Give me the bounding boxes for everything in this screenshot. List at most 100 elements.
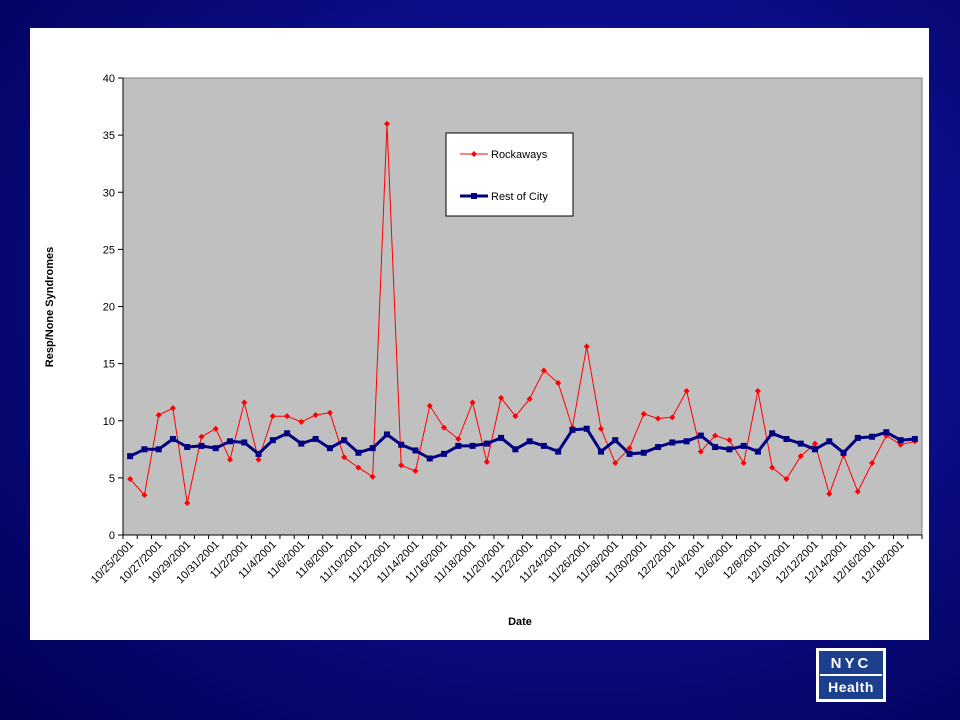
y-tick-label: 5 [109,473,115,485]
x-axis-title: Date [508,616,532,628]
data-point-rockaways [726,437,733,444]
data-point-rest-of-city [312,436,319,443]
data-point-rest-of-city [469,442,476,449]
data-point-rest-of-city [227,438,234,445]
data-point-rockaways [298,418,305,425]
data-point-rest-of-city [198,442,205,449]
data-point-rockaways [284,413,291,420]
data-point-rest-of-city [127,453,134,460]
data-point-rest-of-city [869,433,876,440]
x-axis-ticks: 10/25/200110/27/200110/29/200110/31/2001… [89,535,923,586]
data-point-rest-of-city [697,432,704,439]
data-point-rockaways [612,460,619,467]
data-point-rockaways [255,456,262,463]
y-axis-ticks: 0 5 10 15 20 25 30 35 40 [103,73,123,542]
data-point-rockaways [426,402,433,409]
data-point-rockaways [769,464,776,471]
data-point-rest-of-city [640,449,647,456]
data-point-rockaways [826,490,833,497]
data-point-rest-of-city [826,438,833,445]
data-point-rest-of-city [854,434,861,441]
data-point-rockaways [498,394,505,401]
data-point-rest-of-city [683,438,690,445]
legend-box [445,132,574,217]
chart-panel: 0 5 10 15 20 25 30 35 40 10/25/2001 10/27/2001 10/… [30,28,929,640]
data-point-rest-of-city [797,440,804,447]
data-point-rockaways [512,413,519,420]
data-point-rest-of-city [383,431,390,438]
data-point-rockaways [869,460,876,467]
logo-badge: NYC Health [819,651,883,699]
data-point-rockaways [783,476,790,483]
data-point-rest-of-city [897,437,904,444]
legend-label-rockaways: Rockaways [491,149,548,161]
logo-top-text: NYC [820,652,882,676]
data-point-rest-of-city [783,436,790,443]
data-point-rockaways [355,464,362,471]
data-point-rockaways [655,415,662,422]
data-point-rest-of-city [669,439,676,446]
y-axis-title: Resp/None Syndromes [44,247,56,367]
y-tick-label: 40 [103,73,115,85]
data-point-rest-of-city [184,444,191,451]
data-point-rockaways [797,453,804,460]
data-point-rest-of-city [498,434,505,441]
data-point-rockaways [697,448,704,455]
data-point-rockaways [212,425,219,432]
data-point-rockaways [897,441,904,448]
data-point-rockaways [269,413,276,420]
legend-label-rest-of-city: Rest of City [491,191,548,203]
data-point-rest-of-city [911,436,918,443]
data-point-rest-of-city [555,448,562,455]
data-point-rest-of-city [155,446,162,453]
data-point-rockaways [184,500,191,507]
data-point-rest-of-city [526,438,533,445]
data-point-rockaways [169,405,176,412]
y-tick-label: 35 [103,130,115,142]
data-point-rockaways [483,458,490,465]
data-point-rockaways [854,488,861,495]
data-point-rockaways [398,462,405,469]
data-point-rest-of-city [412,447,419,454]
legend-marker-rest-of-city [471,193,477,199]
data-point-rockaways [583,343,590,350]
y-tick-label: 20 [103,302,115,314]
y-tick-label: 0 [109,530,115,542]
data-point-rest-of-city [740,442,747,449]
data-point-rockaways [155,412,162,419]
data-point-rest-of-city [455,442,462,449]
data-point-rest-of-city [626,450,633,457]
y-tick-label: 10 [103,416,115,428]
data-point-rest-of-city [726,446,733,453]
data-point-rockaways [141,492,148,499]
data-point-rest-of-city [540,442,547,449]
data-point-rockaways [412,468,419,475]
data-point-rockaways [626,445,633,452]
data-point-rest-of-city [341,437,348,444]
nyc-health-logo: NYC Health [816,648,886,702]
data-point-rest-of-city [769,430,776,437]
data-point-rest-of-city [712,444,719,451]
data-point-rockaways [227,456,234,463]
data-point-rest-of-city [483,440,490,447]
data-point-rest-of-city [583,425,590,432]
data-point-rest-of-city [569,426,576,433]
data-point-rockaways [383,120,390,127]
data-point-rest-of-city [212,445,219,452]
data-point-rest-of-city [426,455,433,462]
legend-marker-rockaways [471,151,477,157]
data-point-rest-of-city [255,450,262,457]
data-point-rest-of-city [169,436,176,443]
data-point-rest-of-city [655,444,662,451]
legend: Rockaways Rest of City [445,132,574,217]
data-point-rest-of-city [612,437,619,444]
data-point-rockaways [455,436,462,443]
data-point-rockaways [540,367,547,374]
data-point-rockaways [740,460,747,467]
data-point-rockaways [341,454,348,461]
y-tick-label: 25 [103,244,115,256]
data-point-rest-of-city [141,446,148,453]
data-point-rockaways [526,396,533,403]
data-point-rest-of-city [754,448,761,455]
data-point-rest-of-city [883,429,890,436]
